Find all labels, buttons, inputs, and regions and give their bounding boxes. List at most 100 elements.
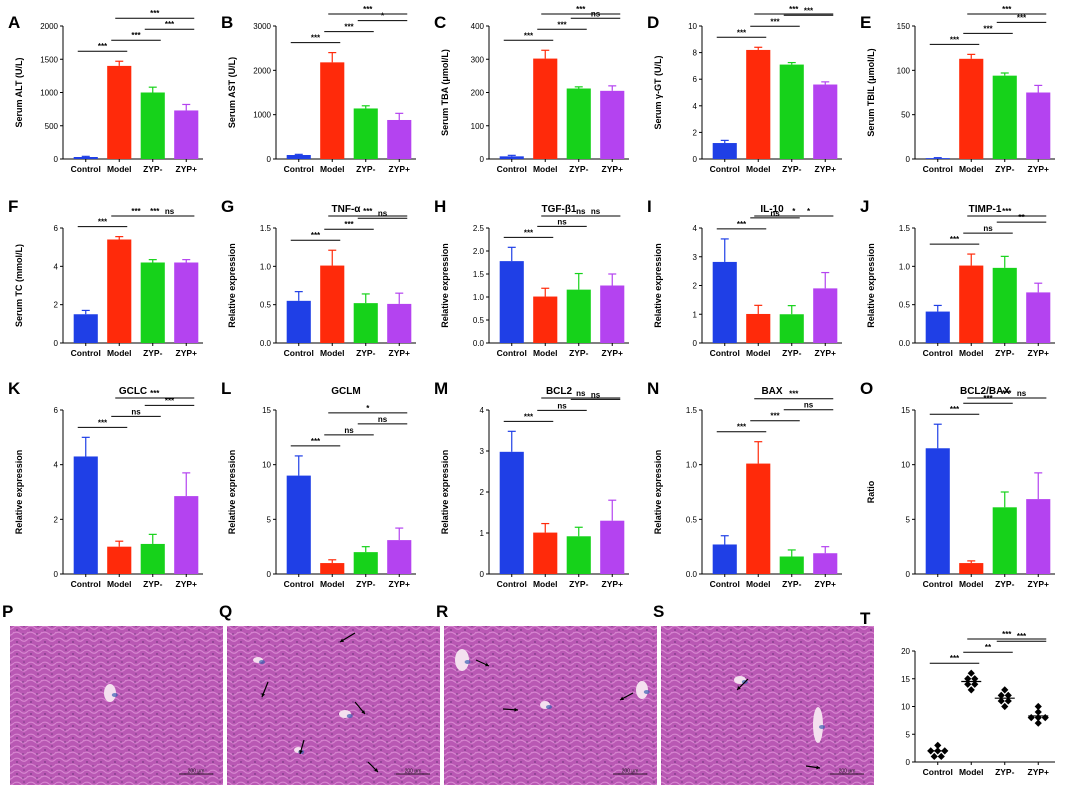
x-tick-label: ZYP- <box>782 579 802 589</box>
x-tick-label: ZYP+ <box>176 348 198 358</box>
y-tick-label: 500 <box>45 122 59 131</box>
y-tick-label: 15 <box>901 675 910 684</box>
significance-label: ns <box>576 389 586 398</box>
x-tick-label: ZYP- <box>995 164 1015 174</box>
y-tick-label: 2.0 <box>473 247 485 256</box>
x-tick-label: Control <box>284 348 314 358</box>
significance-label: * <box>366 404 370 413</box>
panel-o: O BCL2/BAX 0 5 10 15 Ratio Control Model ZYP- ZYP+… <box>860 379 1055 589</box>
y-tick-label: 1.5 <box>686 406 698 415</box>
chart-title: BAX <box>761 386 782 397</box>
y-tick-label: 4 <box>693 102 698 111</box>
bar-control <box>286 475 311 574</box>
significance-label: ns <box>557 401 567 410</box>
x-tick-label: ZYP+ <box>1028 767 1050 777</box>
x-tick-label: Control <box>71 579 101 589</box>
y-tick-label: 10 <box>688 22 697 31</box>
bar-model <box>533 296 558 343</box>
panel-m: M BCL2 0 1 2 3 4 Relative expression Control Mode… <box>434 379 629 589</box>
x-tick-label: Control <box>497 579 527 589</box>
x-tick-label: ZYP+ <box>176 164 198 174</box>
y-tick-label: 0.5 <box>686 515 698 524</box>
data-point <box>934 741 942 749</box>
x-tick-label: ZYP- <box>995 767 1015 777</box>
y-tick-label: 200 <box>471 89 485 98</box>
arrow-head-icon <box>485 662 489 667</box>
bar-control <box>499 261 524 343</box>
bar-zyp-plus <box>813 553 838 574</box>
panel-a: A 0 500 1000 1500 2000 Serum ALT (U/L) Control M… <box>8 9 203 174</box>
panel-d: D 0 2 4 6 8 10 Serum γ-GT (U/L) Control Model ZYP-… <box>647 5 842 174</box>
x-tick-label: ZYP- <box>569 164 589 174</box>
y-axis-label: Serum AST (U/L) <box>227 57 237 128</box>
y-axis-label: Serum TBIL (μmol/L) <box>866 48 876 136</box>
data-point <box>930 752 938 761</box>
data-point <box>1027 714 1035 722</box>
bar-control <box>712 261 737 343</box>
bar-zyp-minus <box>779 556 804 574</box>
data-point <box>1034 702 1042 711</box>
he-stain-overlay <box>661 626 874 785</box>
x-tick-label: ZYP- <box>356 164 376 174</box>
x-tick-label: Model <box>320 348 345 358</box>
significance-label: *** <box>737 423 747 432</box>
x-tick-label: Model <box>533 164 558 174</box>
he-stain-image <box>661 626 874 785</box>
significance-label: *** <box>1002 5 1012 14</box>
significance-label: ns <box>344 426 354 435</box>
bar-zyp-minus <box>566 289 591 343</box>
panel-letter: I <box>647 197 652 216</box>
fibrosis-spot <box>111 693 118 697</box>
panel-letter: E <box>860 13 871 32</box>
y-tick-label: 0.5 <box>473 316 485 325</box>
significance-label: *** <box>770 412 780 421</box>
y-tick-label: 5 <box>906 515 911 524</box>
histology-panel-r: R 200 μm <box>436 602 657 785</box>
x-tick-label: Control <box>497 164 527 174</box>
x-tick-label: Model <box>959 348 984 358</box>
significance-label: *** <box>1002 207 1012 216</box>
significance-label: ** <box>1018 213 1025 222</box>
bar-control <box>925 158 950 159</box>
y-tick-label: 2000 <box>253 66 271 75</box>
chart-title: BCL2 <box>546 386 573 397</box>
y-tick-label: 15 <box>262 406 271 415</box>
he-stain-image <box>227 626 440 785</box>
x-tick-label: Model <box>746 579 771 589</box>
significance-label: * <box>792 207 796 216</box>
chart-title: TGF-β1 <box>542 204 577 215</box>
bar-zyp-minus <box>140 262 165 343</box>
y-tick-label: 4 <box>480 406 485 415</box>
significance-label: *** <box>950 654 960 663</box>
data-point <box>1034 708 1042 716</box>
significance-label: *** <box>150 207 160 216</box>
significance-label: ns <box>591 390 601 399</box>
data-point <box>1004 697 1012 705</box>
significance-label: *** <box>804 6 814 15</box>
y-axis-label: Serum TC (mmol/L) <box>14 244 24 327</box>
panel-letter: M <box>434 379 448 398</box>
panel-letter: R <box>436 602 448 621</box>
y-tick-label: 0.0 <box>686 570 698 579</box>
panel-h: H TGF-β1 0.0 0.5 1.0 1.5 2.0 2.5 Relative expres… <box>434 197 629 358</box>
bar-model <box>746 49 771 159</box>
histology-panel-q: Q 200 μm <box>219 602 440 785</box>
x-tick-label: Control <box>923 164 953 174</box>
bar-zyp-plus <box>813 84 838 159</box>
significance-label: *** <box>950 405 960 414</box>
significance-label: *** <box>311 437 321 446</box>
y-tick-label: 0 <box>480 155 485 164</box>
bar-model <box>320 265 345 343</box>
y-tick-label: 10 <box>901 461 910 470</box>
x-tick-label: ZYP+ <box>176 579 198 589</box>
significance-label: ns <box>131 407 141 416</box>
y-tick-label: 0 <box>267 570 272 579</box>
x-tick-label: ZYP+ <box>602 579 624 589</box>
data-point <box>967 669 975 677</box>
y-axis-label: Relative expression <box>653 450 663 535</box>
y-tick-label: 1.0 <box>473 293 485 302</box>
y-tick-label: 0.5 <box>260 301 272 310</box>
fibrosis-spot <box>643 690 650 694</box>
y-tick-label: 0 <box>693 339 698 348</box>
significance-label: *** <box>131 207 141 216</box>
